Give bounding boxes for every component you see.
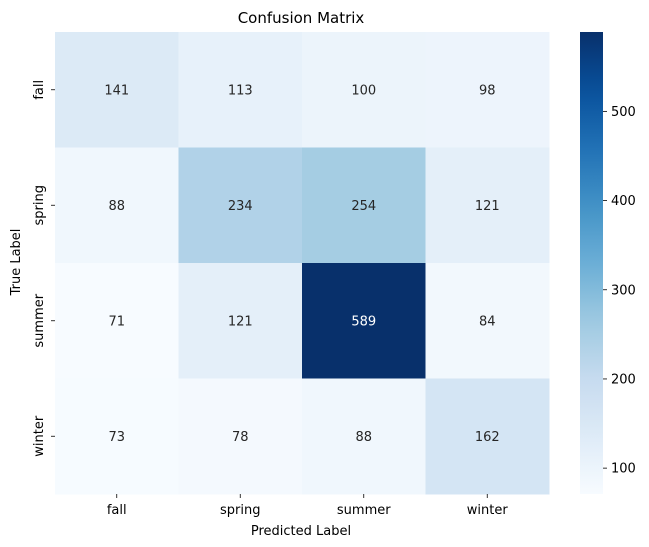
heatmap-cell [302, 32, 426, 148]
heatmap-cell [178, 263, 303, 379]
heatmap-cell [302, 378, 426, 495]
y-tick-label: winter [32, 415, 47, 457]
x-tick-label: spring [220, 503, 260, 518]
x-tick-label: summer [337, 503, 391, 518]
colorbar-tick-label: 300 [611, 283, 636, 298]
heatmap-cell [302, 263, 426, 379]
cell-value-label: 78 [232, 430, 249, 445]
cell-value-label: 254 [351, 199, 376, 214]
x-tick-label: fall [107, 503, 127, 518]
cell-value-label: 100 [351, 83, 376, 98]
y-tick-label: fall [32, 80, 47, 100]
cell-value-label: 113 [228, 83, 253, 98]
y-tick-label: summer [32, 293, 47, 347]
heatmap-cells [55, 32, 550, 495]
heatmap-cell [425, 378, 550, 495]
x-axis-ticks: fall spring summer winter [107, 494, 509, 518]
heatmap-cell [302, 147, 426, 264]
colorbar-tick-label: 200 [611, 372, 636, 387]
heatmap-cell [425, 147, 550, 264]
heatmap-cell [178, 147, 303, 264]
colorbar-ticks: 100 200 300 400 500 [603, 105, 636, 477]
colorbar-tick-label: 500 [611, 105, 636, 120]
cell-value-label: 88 [108, 199, 125, 214]
heatmap-cell [55, 378, 179, 495]
colorbar-tick-label: 400 [611, 194, 636, 209]
heatmap-cell [425, 263, 550, 379]
heatmap-cell [55, 32, 179, 148]
heatmap-cell [425, 32, 550, 148]
cell-value-label: 121 [228, 314, 253, 329]
colorbar-tick-label: 100 [611, 462, 636, 477]
y-axis-ticks: fall spring summer winter [32, 80, 55, 457]
cell-value-label: 84 [479, 314, 496, 329]
cell-value-label: 98 [479, 83, 496, 98]
colorbar [580, 32, 603, 494]
heatmap-cell [178, 378, 303, 495]
cell-value-label: 234 [228, 199, 253, 214]
cell-value-label: 162 [475, 430, 500, 445]
y-axis-label: True Label [9, 229, 24, 297]
chart-title: Confusion Matrix [238, 9, 365, 27]
heatmap-cell [55, 263, 179, 379]
heatmap-cell-labels: 141 113 100 98 88 234 254 121 71 121 589 84 73 78 88 16… [104, 83, 499, 445]
cell-value-label: 88 [355, 430, 372, 445]
cell-value-label: 589 [351, 314, 376, 329]
y-tick-label: spring [32, 185, 47, 225]
cell-value-label: 71 [108, 314, 125, 329]
cell-value-label: 73 [108, 430, 125, 445]
heatmap-cell [178, 32, 303, 148]
cell-value-label: 121 [475, 199, 500, 214]
cell-value-label: 141 [104, 83, 129, 98]
x-tick-label: winter [467, 503, 509, 518]
heatmap-cell [55, 147, 179, 264]
x-axis-label: Predicted Label [251, 524, 351, 539]
